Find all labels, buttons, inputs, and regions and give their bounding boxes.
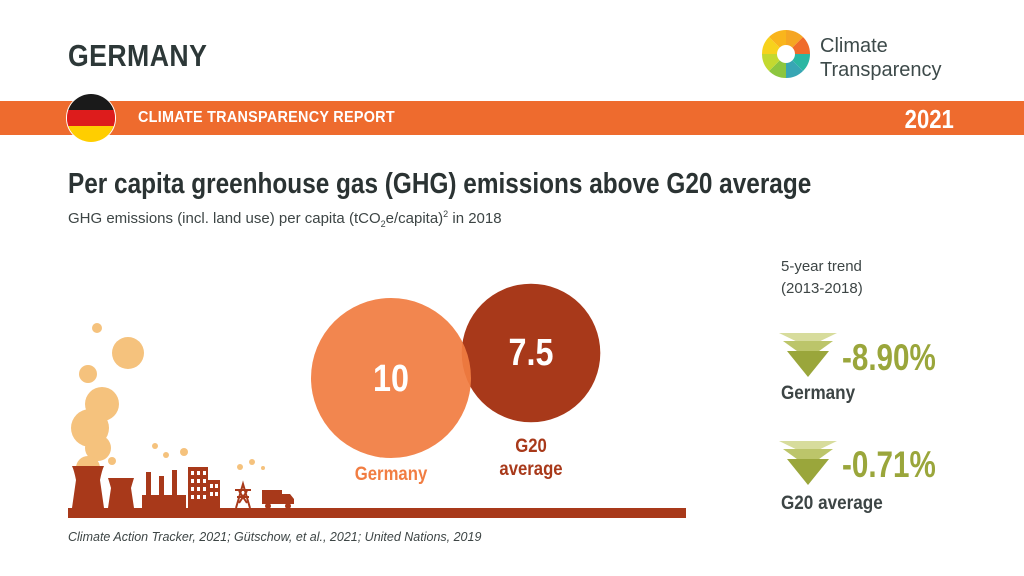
report-title: CLIMATE TRANSPARENCY REPORT [138,109,395,126]
germany-trend-value: -8.90% [842,337,936,378]
germany-flag-icon [66,93,116,143]
country-title: GERMANY [68,38,208,73]
g20-trend-value: -0.71% [842,444,936,485]
g20-label-line2: average [499,459,563,480]
chart-title: Per capita greenhouse gas (GHG) emission… [68,168,812,200]
report-banner [0,101,1024,135]
climate-transparency-logo-icon [761,29,811,79]
g20-value-label: 7.5 [508,332,554,374]
factory-icon [142,470,186,508]
power-pylon-icon [235,480,251,509]
bubble-germany [311,298,471,458]
ground-line [68,508,686,518]
subtitle-sup: 2 [443,209,449,219]
subtitle-sub: 2 [380,219,386,229]
building-icon [188,467,220,508]
subtitle-mid: e/capita) [385,210,444,227]
germany-value-label: 10 [373,358,409,400]
trend-down-arrow-icon [779,333,837,377]
subtitle-post: in 2018 [448,210,502,227]
cooling-tower-icon [72,466,134,508]
germany-trend-label: Germany [781,383,856,404]
source-note: Climate Action Tracker, 2021; Gütschow, … [68,530,482,544]
trend-down-arrow-icon [779,441,837,485]
germany-series-label: Germany [354,464,428,485]
trend-title-line2: (2013-2018) [781,280,863,297]
emissions-chart [68,283,686,518]
logo-text-line2: Transparency [820,59,942,81]
truck-icon [262,490,294,509]
g20-series-label: G20 average [483,435,580,481]
g20-trend-label: G20 average [781,493,883,514]
bubble-g20-average [461,283,601,423]
subtitle-pre: GHG emissions (incl. land use) per capit… [68,210,381,227]
trend-title: 5-year trend (2013-2018) [781,256,863,300]
logo-text: Climate Transparency [820,34,942,82]
g20-label-line1: G20 [515,436,547,457]
report-year: 2021 [904,104,954,134]
smoke-icon [71,323,265,480]
trend-title-line1: 5-year trend [781,258,862,275]
logo-text-line1: Climate [820,35,888,57]
chart-subtitle: GHG emissions (incl. land use) per capit… [68,209,502,229]
